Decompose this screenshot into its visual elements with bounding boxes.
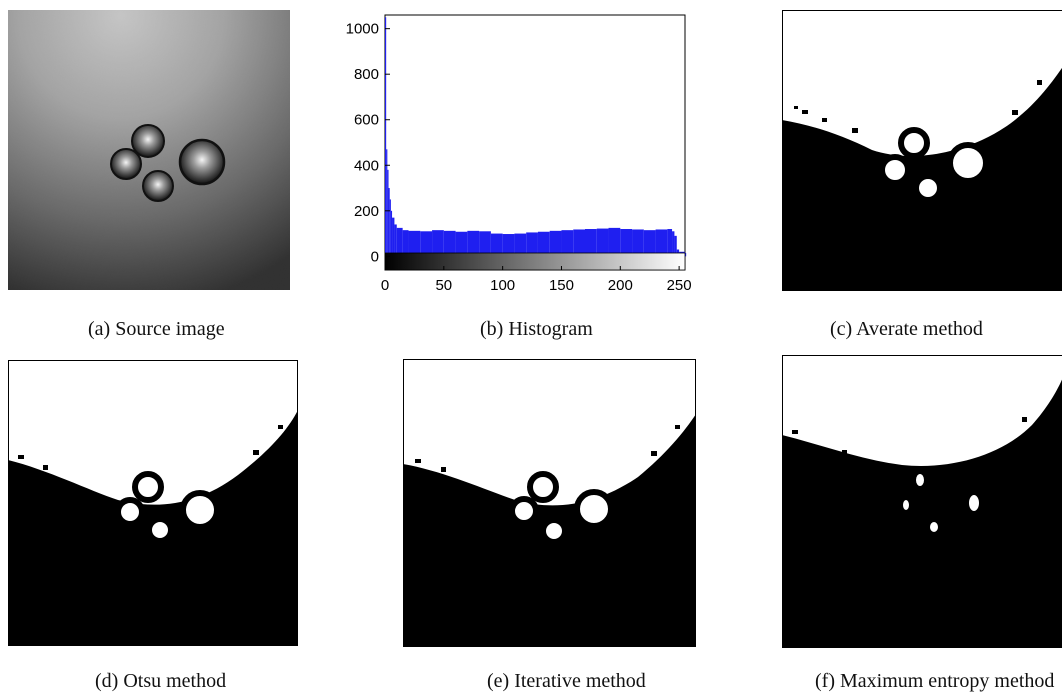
histogram-bar [667,229,672,256]
y-tick-label: 400 [354,157,379,174]
y-tick-label: 600 [354,112,379,129]
histogram-bar [597,229,609,257]
x-tick-label: 250 [667,277,692,294]
histogram-bar [387,170,388,257]
y-tick-label: 200 [354,203,379,220]
iterative-method-image [403,359,696,647]
histogram-bar [389,188,390,256]
y-tick-label: 800 [354,66,379,83]
histogram-chart: 0 200 400 600 800 1000 0 50 100 150 200 250 [340,5,700,300]
histogram-bar [391,211,392,257]
histogram-bar [656,229,668,256]
histogram-bar [609,228,621,256]
histogram-bar [561,230,573,256]
histogram-bar [397,228,403,256]
y-axis: 0 200 400 600 800 1000 [346,21,390,266]
caption-f: (f) Maximum entropy method [815,670,1054,693]
caption-b: (b) Histogram [480,318,593,341]
source-image [8,10,290,290]
histogram-bar [672,231,674,256]
histogram-bar [392,218,394,257]
y-tick-label: 1000 [346,21,379,38]
average-method-image [782,10,1062,291]
histogram-bar [444,231,456,257]
maximum-entropy-method-image [782,355,1062,648]
caption-d: (d) Otsu method [95,670,226,693]
histogram-bar [390,199,391,256]
histogram-bar [467,231,479,257]
x-tick-label: 100 [490,277,515,294]
histogram-bar [385,17,386,256]
y-tick-label: 0 [371,248,379,265]
histogram-bar [550,231,562,257]
otsu-method-image [8,360,298,646]
histogram-bar [409,231,421,257]
x-tick-label: 50 [435,277,452,294]
histogram-bar [644,230,656,256]
caption-e: (e) Iterative method [487,670,646,693]
caption-a: (a) Source image [88,318,225,341]
grayscale-colorbar [385,253,685,270]
histogram-bar [632,229,644,256]
caption-c: (c) Averate method [830,318,983,341]
x-tick-label: 150 [549,277,574,294]
x-tick-label: 0 [381,277,389,294]
histogram-bar [403,230,409,256]
x-tick-label: 200 [608,277,633,294]
histogram-bar [573,229,585,256]
histogram-bar [394,224,396,256]
histogram-bar [432,230,444,256]
histogram-bar [420,231,432,256]
histogram-bar [620,229,632,256]
histogram-bar [585,229,597,256]
histogram-bar [479,231,491,256]
